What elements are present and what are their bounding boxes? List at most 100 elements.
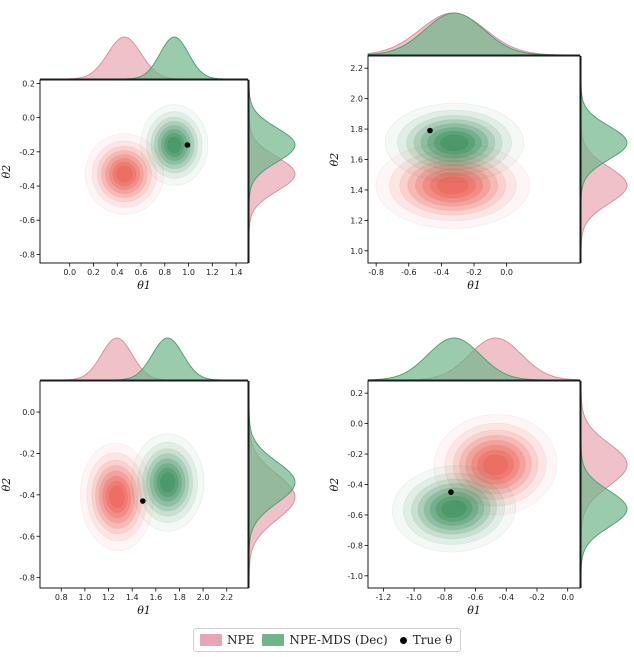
contour-npe-level-3 bbox=[96, 145, 152, 203]
x-tick-label: 0.2 bbox=[87, 268, 100, 277]
y-tick-label: 2.2 bbox=[350, 64, 363, 73]
y-tick-label: 0.2 bbox=[350, 389, 363, 398]
y-tick-label: 1.6 bbox=[350, 156, 363, 165]
x-tick-label: 1.0 bbox=[79, 593, 92, 602]
x-tick-label: -0.4 bbox=[434, 268, 450, 277]
contour-npe-level-4 bbox=[459, 434, 532, 495]
x-tick-label: 0.8 bbox=[55, 593, 68, 602]
x-tick-label: 0.0 bbox=[561, 593, 574, 602]
legend-marker-true-theta bbox=[399, 636, 407, 644]
x-tick-label: -0.6 bbox=[468, 593, 484, 602]
contour-npe-mds-level-4 bbox=[154, 121, 195, 169]
marginal-theta1-npe-mds bbox=[40, 337, 248, 381]
panel-2: -0.8 -0.6 -0.4 -0.2 0.0 1.0 1.2 1.4 1.6 1.8 2.0 2.2… bbox=[328, 12, 628, 292]
contour-npe-level-4 bbox=[95, 465, 139, 529]
contour-npe-level-3 bbox=[399, 155, 507, 216]
legend-item-npe-mds: NPE-MDS (Dec) bbox=[262, 633, 388, 647]
contour-npe-level-1 bbox=[375, 141, 531, 229]
density-plot bbox=[80, 433, 205, 551]
contour-npe-level-8 bbox=[116, 165, 133, 183]
contour-npe-mds-level-6 bbox=[153, 463, 183, 502]
x-tick-label: 1.2 bbox=[206, 268, 219, 277]
x-tick-label: 0.4 bbox=[111, 268, 124, 277]
contour-npe-mds-level-1 bbox=[392, 465, 516, 553]
x-tick-label: -1.0 bbox=[406, 593, 422, 602]
contour-npe-mds-level-2 bbox=[402, 472, 506, 545]
y-tick-label: 1.4 bbox=[350, 186, 363, 195]
panel-3: 0.8 1.0 1.2 1.4 1.6 1.8 2.0 2.2 -0.8 -0.6 -0.4 -0.2… bbox=[0, 337, 296, 617]
top-marginal bbox=[40, 337, 248, 381]
legend-label-npe: NPE bbox=[227, 633, 255, 647]
contour-npe-mds-level-2 bbox=[146, 111, 203, 179]
y-tick-label: 0.2 bbox=[22, 79, 35, 88]
y-tick-label: 0.0 bbox=[350, 420, 363, 429]
right-marginal bbox=[580, 380, 628, 589]
contour-npe-mds-level-7 bbox=[433, 130, 476, 155]
x-tick-label: 2.2 bbox=[220, 593, 233, 602]
contour-npe-level-8 bbox=[109, 485, 125, 509]
contour-npe-mds-level-3 bbox=[150, 116, 198, 174]
contour-npe-mds-level-2 bbox=[137, 441, 198, 523]
x-tick-label: 0.0 bbox=[63, 268, 76, 277]
contour-npe-level-6 bbox=[422, 168, 484, 203]
legend-item-true-theta: True θ bbox=[396, 633, 452, 647]
x-tick-label: -0.6 bbox=[401, 268, 417, 277]
contour-npe-mds-level-1 bbox=[131, 433, 205, 532]
contour-npe-level-1 bbox=[80, 442, 154, 551]
contour-npe-level-7 bbox=[476, 449, 515, 480]
right-marginal bbox=[248, 79, 296, 263]
x-tick-label: -0.2 bbox=[466, 268, 482, 277]
contour-npe-level-2 bbox=[91, 140, 158, 208]
y-tick-label: 1.2 bbox=[350, 216, 363, 225]
contour-npe-level-7 bbox=[105, 480, 128, 514]
y-axis-label: θ2 bbox=[0, 165, 13, 179]
marginal-theta1-npe-mds bbox=[367, 337, 580, 381]
contour-npe-mds-level-3 bbox=[142, 448, 193, 517]
y-tick-label: 1.0 bbox=[350, 247, 363, 256]
contour-npe-level-6 bbox=[108, 157, 141, 191]
contour-npe-mds-level-7 bbox=[164, 132, 185, 158]
contour-npe-mds-level-5 bbox=[423, 487, 485, 531]
contour-npe-level-4 bbox=[101, 150, 148, 199]
x-tick-label: -0.4 bbox=[498, 593, 514, 602]
legend-swatch-npe-mds bbox=[262, 634, 285, 646]
contour-npe-mds-level-3 bbox=[411, 478, 497, 539]
x-tick-label: -0.8 bbox=[368, 268, 384, 277]
marginal-theta2-npe-mds bbox=[248, 381, 296, 588]
x-axis-label: θ1 bbox=[467, 279, 481, 292]
marginal-theta2-npe-mds bbox=[580, 56, 628, 263]
right-marginal bbox=[580, 56, 628, 264]
contour-npe-level-1 bbox=[84, 133, 164, 215]
axes-frame bbox=[39, 380, 249, 589]
y-tick-label: -0.4 bbox=[19, 182, 35, 191]
density-plot bbox=[84, 104, 209, 215]
contour-npe-level-7 bbox=[112, 161, 137, 187]
contour-npe-level-8 bbox=[482, 454, 509, 476]
contour-npe-level-2 bbox=[444, 422, 547, 507]
contour-npe-mds-level-8 bbox=[167, 136, 182, 154]
panel-4: -1.2 -1.0 -0.8 -0.6 -0.4 -0.2 0.0 -1.0 -0.8 -0.6 -… bbox=[328, 337, 628, 617]
x-axis-label: θ1 bbox=[137, 279, 151, 292]
contour-npe-mds-level-8 bbox=[441, 499, 467, 518]
contour-npe-level-5 bbox=[465, 439, 526, 490]
y-tick-label: -0.2 bbox=[19, 449, 35, 458]
x-tick-label: 1.4 bbox=[126, 593, 139, 602]
right-marginal bbox=[248, 381, 296, 589]
true-theta-marker bbox=[448, 489, 454, 495]
panel-1: 0.0 0.2 0.4 0.6 0.8 1.0 1.2 1.4 -0.8 -0.6 -0.4 -0.2… bbox=[0, 36, 296, 292]
y-axis-label: θ2 bbox=[328, 153, 341, 167]
true-theta-marker bbox=[184, 142, 191, 148]
x-tick-label: -0.8 bbox=[437, 593, 453, 602]
marginal-theta1-npe-mds bbox=[367, 12, 581, 56]
top-marginal bbox=[367, 337, 581, 381]
density-plot bbox=[375, 102, 531, 229]
contour-npe-level-1 bbox=[433, 414, 558, 516]
x-tick-label: 0.0 bbox=[500, 268, 513, 277]
y-tick-label: -1.0 bbox=[347, 572, 363, 581]
contour-npe-level-6 bbox=[471, 444, 520, 485]
x-tick-label: 2.0 bbox=[197, 593, 210, 602]
contour-npe-mds-level-2 bbox=[397, 109, 512, 176]
y-tick-label: 0.0 bbox=[22, 114, 35, 123]
contour-npe-level-3 bbox=[452, 429, 539, 500]
